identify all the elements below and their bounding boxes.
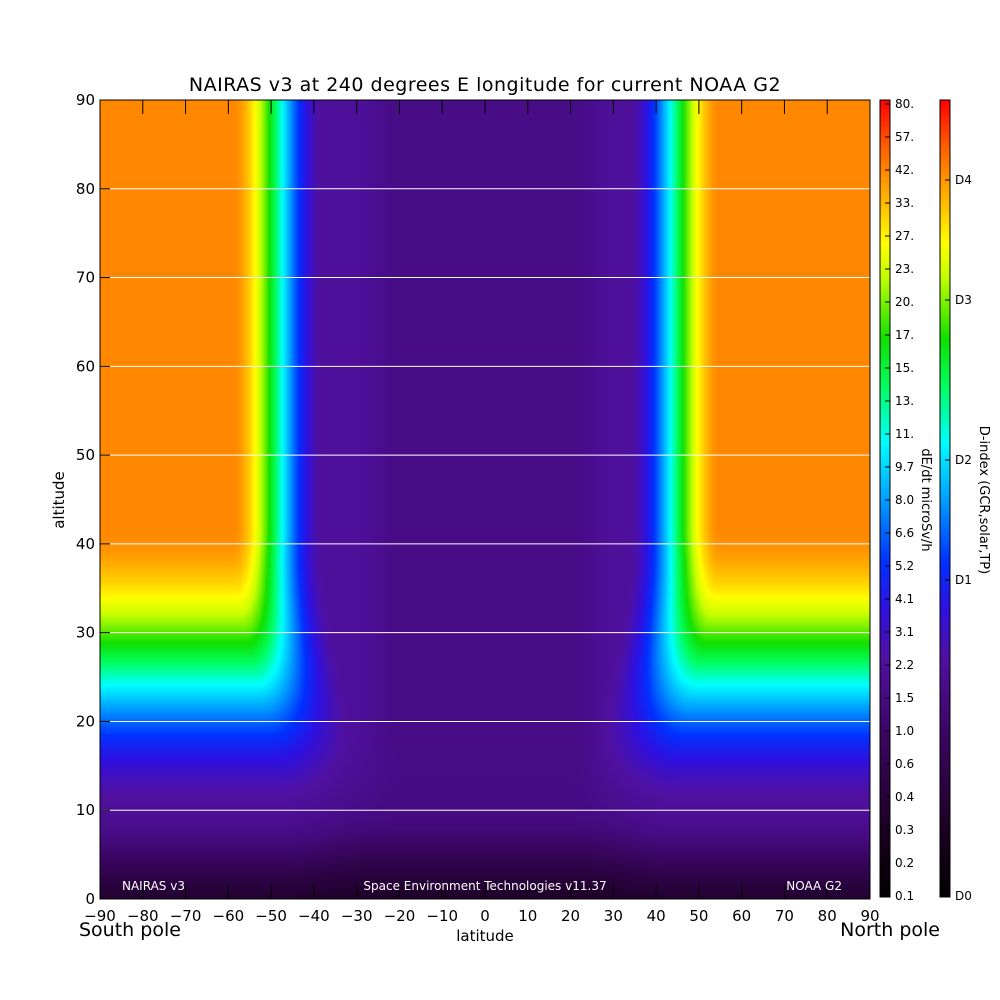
colorbar-dindex-tick-label: D1	[955, 573, 972, 587]
colorbar-dose-tick-label: 0.3	[895, 823, 914, 837]
y-tick-label: 40	[76, 535, 95, 553]
colorbar-dose-tick-label: 0.1	[895, 889, 914, 903]
colorbar-dose-tick-label: 80.	[895, 97, 914, 111]
x-tick-label: −40	[298, 907, 330, 925]
colorbar-dose-tick-label: 13.	[895, 394, 914, 408]
colorbar-dose-tick-label: 4.1	[895, 592, 914, 606]
y-tick-label: 10	[76, 801, 95, 819]
colorbar-dose-tick-label: 27.	[895, 229, 914, 243]
y-axis-label: altitude	[50, 471, 68, 529]
colorbar-dose-tick-label: 42.	[895, 163, 914, 177]
grid-lines	[100, 188, 870, 811]
colorbar-dose-tick-label: 15.	[895, 361, 914, 375]
colorbar-dose-tick-label: 1.5	[895, 691, 914, 705]
annotation-left: NAIRAS v3	[122, 879, 185, 893]
colorbar-dose-tick-label: 17.	[895, 328, 914, 342]
x-tick-label: −20	[384, 907, 416, 925]
x-tick-label: 90	[860, 907, 879, 925]
colorbar-dindex-scale	[940, 100, 950, 897]
x-tick-label: 40	[647, 907, 666, 925]
x-tick-label: 50	[689, 907, 708, 925]
x-tick-label: −30	[341, 907, 373, 925]
colorbar-dindex-tick-label: D3	[955, 293, 972, 307]
colorbar-dose-tick-label: 23.	[895, 262, 914, 276]
y-tick-label: 60	[76, 357, 95, 375]
x-tick-label: −80	[127, 907, 159, 925]
y-axis: 0 10 20 30 40 50 60 70 80 90	[76, 91, 110, 908]
colorbar-dose-tick-label: 2.2	[895, 658, 914, 672]
colorbar-dose-tick-label: 0.6	[895, 757, 914, 771]
x-tick-label: 60	[732, 907, 751, 925]
colorbar-dose-scale	[880, 100, 890, 897]
colorbar-dindex: D4 D3 D2 D1 D0 D-index (GCR,solar,TP)	[939, 99, 991, 903]
colorbar-dindex-frame	[939, 99, 951, 898]
colorbar-dose-tick-label: 11.	[895, 427, 914, 441]
colorbar-dose-label: dE/dt microSv/h	[918, 448, 933, 551]
y-tick-label: 0	[85, 890, 95, 908]
x-axis: −90 −80 −70 −60 −50 −40 −30 −20 −10 0 10 20 30 40 50 60…	[84, 100, 880, 925]
colorbar-dose-tick-label: 8.0	[895, 493, 914, 507]
x-axis-label: latitude	[456, 927, 514, 945]
chart-title: NAIRAS v3 at 240 degrees E longitude for…	[189, 74, 781, 96]
heatmap-field	[100, 100, 870, 899]
colorbar-dose-tick-label: 6.6	[895, 526, 914, 540]
colorbar-dose-tick-label: 57.	[895, 130, 914, 144]
north-pole-label: North pole	[840, 919, 940, 941]
y-tick-label: 30	[76, 624, 95, 642]
colorbar-dose-tick-label: 5.2	[895, 559, 914, 573]
y-tick-label: 80	[76, 180, 95, 198]
x-tick-label: −70	[170, 907, 202, 925]
colorbar-dindex-tick-label: D0	[955, 889, 972, 903]
colorbar-dindex-tick-label: D2	[955, 453, 972, 467]
y-tick-label: 20	[76, 712, 95, 730]
x-tick-label: 10	[518, 907, 537, 925]
colorbar-dose-frame	[879, 99, 891, 898]
colorbar-dindex-tick-label: D4	[955, 173, 972, 187]
colorbar-dose-tick-label: 0.2	[895, 856, 914, 870]
x-tick-label: 70	[775, 907, 794, 925]
x-tick-label: −60	[213, 907, 245, 925]
colorbar-dose-tick-label: 1.0	[895, 724, 914, 738]
colorbar-dose-tick-label: 0.4	[895, 790, 914, 804]
heatmap-image	[100, 100, 870, 899]
x-tick-label: 0	[480, 907, 490, 925]
y-tick-label: 90	[76, 91, 95, 109]
x-tick-label: 20	[561, 907, 580, 925]
x-tick-label: 80	[818, 907, 837, 925]
x-tick-label: −50	[255, 907, 287, 925]
annotation-right: NOAA G2	[786, 879, 842, 893]
colorbar-dose: 80. 57. 42. 33. 27. 23. 20. 17. 15. 13. 11. 9.7 8.0 6…	[879, 97, 933, 903]
colorbar-dose-tick-label: 33.	[895, 196, 914, 210]
south-pole-label: South pole	[79, 919, 181, 941]
x-tick-label: −90	[84, 907, 116, 925]
x-tick-label: −10	[426, 907, 458, 925]
colorbar-dose-tick-label: 20.	[895, 295, 914, 309]
x-tick-label: 30	[604, 907, 623, 925]
colorbar-dose-tick-label: 9.7	[895, 460, 914, 474]
colorbar-dindex-label: D-index (GCR,solar,TP)	[976, 426, 991, 574]
y-tick-label: 70	[76, 269, 95, 287]
colorbar-dose-tick-label: 3.1	[895, 625, 914, 639]
annotation-center: Space Environment Technologies v11.37	[363, 879, 606, 893]
y-tick-label: 50	[76, 446, 95, 464]
